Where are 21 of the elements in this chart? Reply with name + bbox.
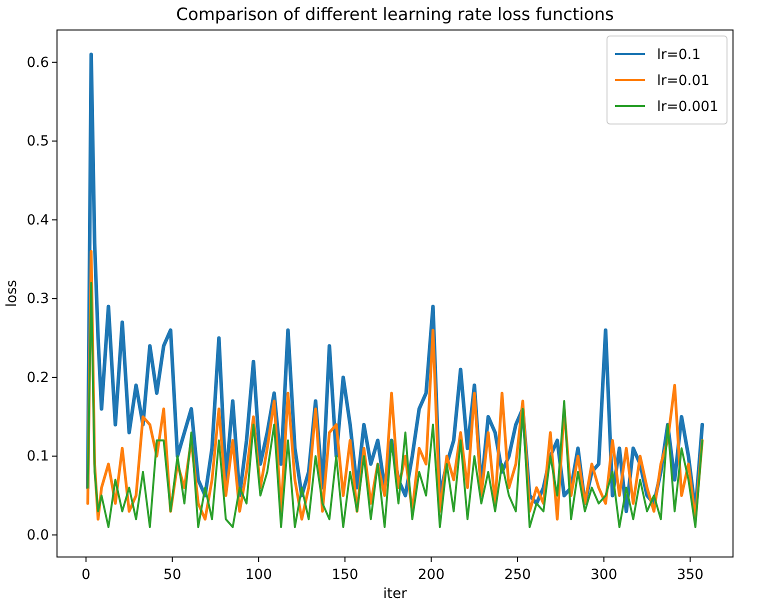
x-tick-label: 200 xyxy=(418,567,445,583)
y-tick-label: 0.3 xyxy=(26,291,49,308)
y-tick-label: 0.6 xyxy=(26,54,50,71)
y-tick-label: 0.0 xyxy=(26,527,49,544)
x-tick-label: 250 xyxy=(504,567,531,583)
x-tick-label: 350 xyxy=(676,567,704,583)
legend-label: lr=0.1 xyxy=(657,47,701,63)
chart-title: Comparison of different learning rate loss functions xyxy=(176,5,614,25)
x-axis-title: iter xyxy=(383,586,408,602)
x-tick-label: 150 xyxy=(332,567,358,583)
y-axis-title: loss xyxy=(4,280,20,308)
x-tick-label: 300 xyxy=(590,567,618,583)
y-tick-label: 0.2 xyxy=(26,370,49,386)
x-tick-label: 50 xyxy=(163,567,182,583)
legend-label: lr=0.001 xyxy=(657,99,718,115)
y-tick-label: 0.4 xyxy=(26,212,50,228)
y-tick-label: 0.5 xyxy=(26,134,49,150)
legend-label: lr=0.01 xyxy=(657,73,710,89)
x-tick-label: 0 xyxy=(82,567,90,583)
y-tick-label: 0.1 xyxy=(26,448,49,465)
x-tick-label: 100 xyxy=(245,567,272,583)
